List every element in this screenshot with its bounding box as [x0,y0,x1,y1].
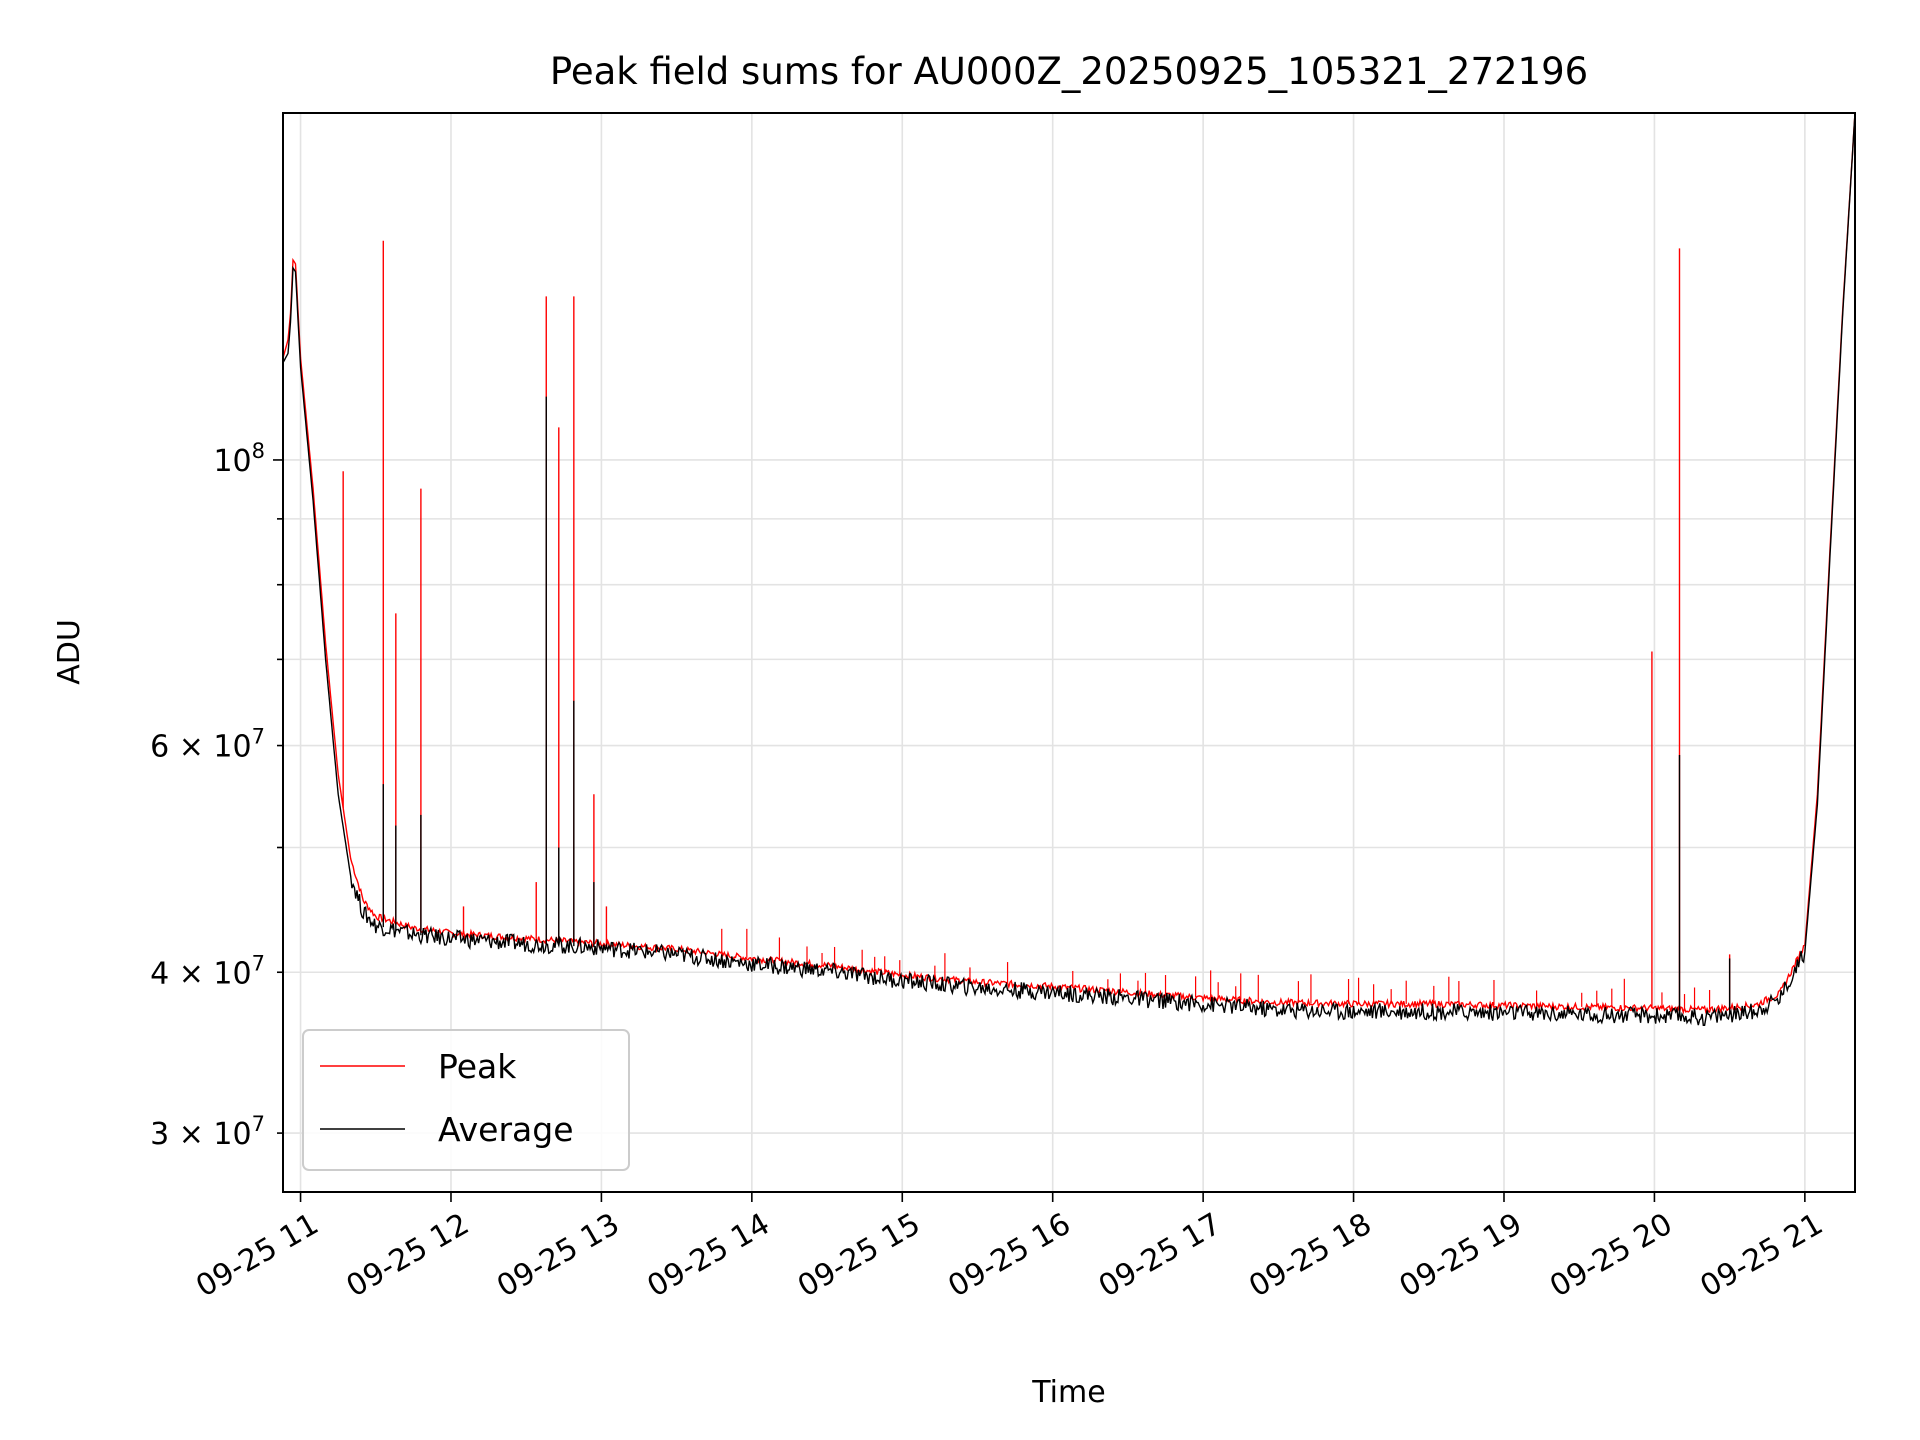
x-axis-label: Time [1031,1375,1105,1410]
y-tick-label: 4 × 107 [150,951,265,991]
legend-label-average: Average [438,1110,574,1149]
y-tick-label: 3 × 107 [150,1112,265,1152]
plot-area [282,112,1856,1026]
legend-label-peak: Peak [438,1047,517,1086]
y-tick-label: 6 × 107 [150,725,265,765]
chart-title: Peak field sums for AU000Z_20250925_1053… [550,50,1588,93]
y-axis-label: ADU [52,619,87,685]
grid [283,113,1855,1192]
legend-box [302,1029,630,1171]
legend: Peak Average [302,1029,630,1171]
series-line-peak [282,112,1856,1016]
axes-frame [282,112,1856,1193]
y-tick-label: 108 [213,439,265,479]
series-line-average [282,112,1856,1026]
